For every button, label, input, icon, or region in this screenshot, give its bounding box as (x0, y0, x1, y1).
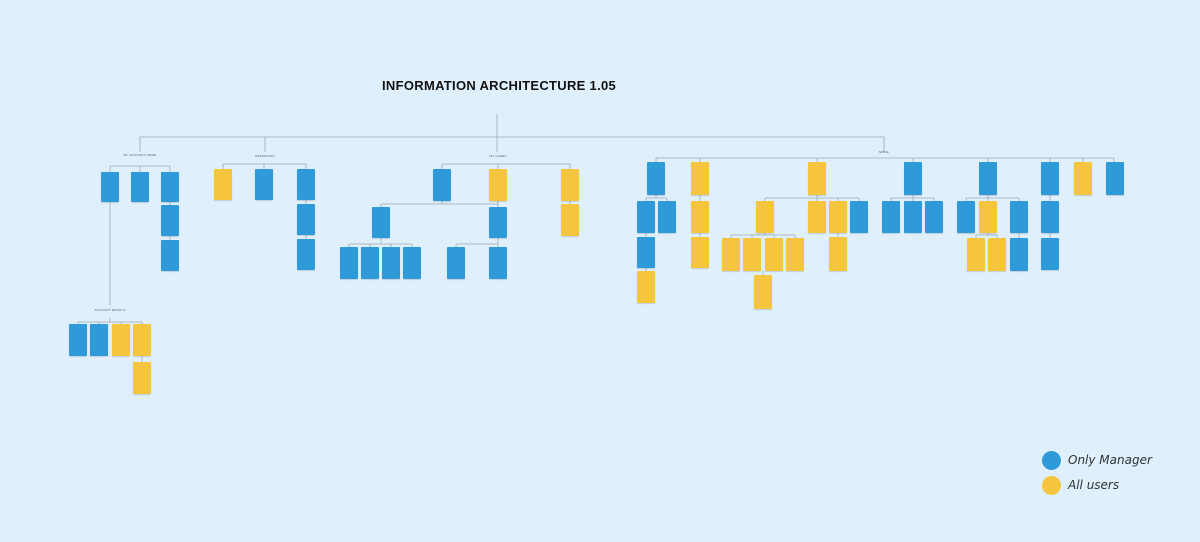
legend-manager-swatch (1042, 451, 1061, 470)
sticky-note (925, 201, 943, 233)
sticky-note (754, 275, 772, 309)
sticky-note (756, 201, 774, 233)
sticky-note (829, 201, 847, 233)
sticky-note (967, 238, 985, 271)
sticky-note (489, 247, 507, 279)
group-label-my-account: MY ACCOUNT HOME (123, 153, 157, 157)
sticky-note (161, 205, 179, 236)
sticky-note (786, 238, 804, 271)
sticky-note (489, 207, 507, 238)
sticky-note (691, 237, 709, 268)
group-label-more: MORE (879, 150, 889, 154)
sticky-note (808, 162, 826, 195)
sticky-note (255, 169, 273, 200)
sticky-note (489, 169, 507, 201)
sticky-note (658, 201, 676, 233)
sticky-note (850, 201, 868, 233)
sticky-note (637, 237, 655, 268)
sticky-note (1041, 201, 1059, 233)
sticky-note (882, 201, 900, 233)
sticky-note (808, 201, 826, 233)
sticky-note (637, 201, 655, 233)
sticky-note (382, 247, 400, 279)
sticky-note (403, 247, 421, 279)
legend-manager-label: Only Manager (1068, 453, 1152, 467)
sticky-note (957, 201, 975, 233)
sticky-note (988, 238, 1006, 271)
sticky-note (297, 204, 315, 235)
sticky-note (904, 201, 922, 233)
sticky-note (561, 169, 579, 201)
group-label-account-details: ACCOUNT DETAILS (94, 308, 126, 312)
sticky-note (69, 324, 87, 356)
sticky-note (1041, 238, 1059, 270)
sticky-note (297, 169, 315, 200)
sticky-note (131, 172, 149, 202)
sticky-note (433, 169, 451, 201)
sticky-note (372, 207, 390, 238)
sticky-note (297, 239, 315, 270)
sticky-note (691, 201, 709, 233)
sticky-note (1010, 201, 1028, 233)
diagram-title: INFORMATION ARCHITECTURE 1.05 (382, 78, 617, 93)
sticky-note (1041, 162, 1059, 195)
sticky-note (765, 238, 783, 271)
sticky-note (1010, 238, 1028, 271)
sticky-note (101, 172, 119, 202)
group-label-my-cases: MY CASES (489, 154, 507, 158)
legend-all-users-swatch (1042, 476, 1061, 495)
sticky-note (722, 238, 740, 271)
sticky-note (1074, 162, 1092, 195)
sticky-note (561, 204, 579, 236)
sticky-note (647, 162, 665, 195)
group-label-reporting: REPORTING (255, 154, 275, 158)
sticky-note (112, 324, 130, 356)
sticky-note (904, 162, 922, 195)
sticky-note (979, 201, 997, 233)
sticky-note (214, 169, 232, 200)
sticky-note (361, 247, 379, 279)
sticky-note (90, 324, 108, 356)
sticky-note (161, 172, 179, 202)
sticky-note (637, 271, 655, 303)
sticky-note (743, 238, 761, 271)
sticky-note (1106, 162, 1124, 195)
sticky-note (979, 162, 997, 195)
sticky-note (161, 240, 179, 271)
sticky-note (829, 237, 847, 271)
legend-all-users-label: All users (1068, 478, 1120, 492)
sticky-note (133, 324, 151, 356)
sticky-note (447, 247, 465, 279)
sticky-note (133, 362, 151, 394)
sticky-note (340, 247, 358, 279)
sticky-note (691, 162, 709, 195)
